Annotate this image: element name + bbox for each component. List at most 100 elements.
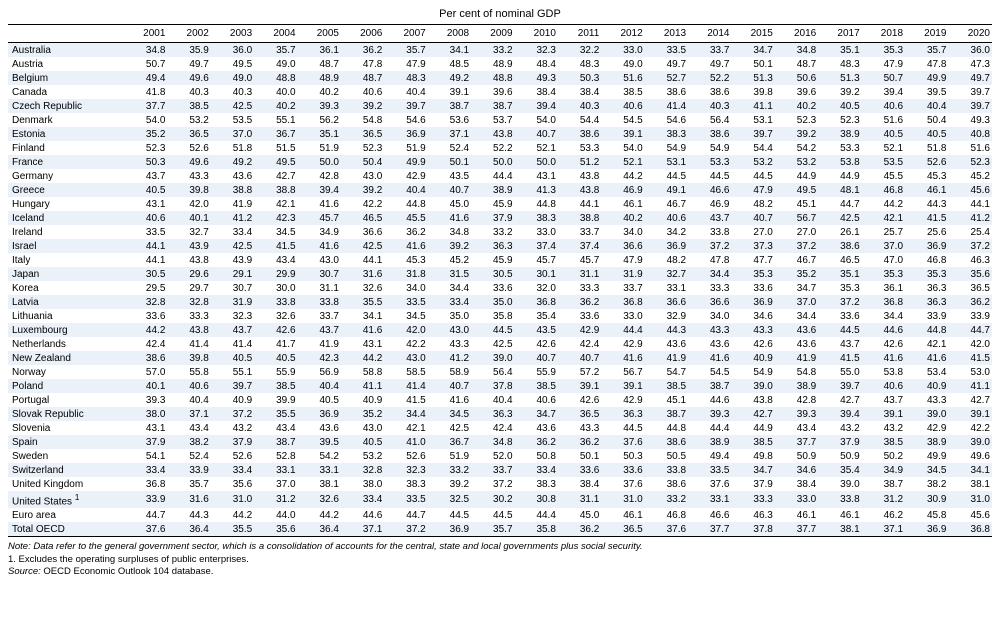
value-cell: 39.1 [862,407,905,421]
value-cell: 37.0 [862,239,905,253]
value-cell: 54.0 [515,113,558,127]
value-cell: 43.0 [341,169,384,183]
value-cell: 50.9 [818,449,861,463]
country-cell: Sweden [8,449,124,463]
country-cell: Iceland [8,211,124,225]
value-cell: 36.9 [384,127,427,141]
value-cell: 32.6 [298,491,341,508]
value-cell: 38.3 [515,477,558,491]
value-cell: 40.4 [167,393,210,407]
value-cell: 40.5 [211,351,254,365]
value-cell: 44.3 [167,508,210,522]
value-cell: 38.4 [775,477,818,491]
value-cell: 30.1 [515,267,558,281]
value-cell: 56.2 [298,113,341,127]
value-cell: 53.2 [731,155,774,169]
value-cell: 36.1 [862,281,905,295]
value-cell: 33.2 [471,43,514,58]
value-cell: 42.3 [298,351,341,365]
table-row: Denmark54.053.253.555.156.254.854.653.65… [8,113,992,127]
value-cell: 39.4 [818,407,861,421]
value-cell: 30.8 [515,491,558,508]
value-cell: 34.6 [775,463,818,477]
value-cell: 38.5 [515,379,558,393]
value-cell: 50.7 [862,71,905,85]
value-cell: 44.5 [601,421,644,435]
header-year: 2008 [428,25,471,43]
value-cell: 35.3 [731,267,774,281]
value-cell: 46.6 [688,183,731,197]
value-cell: 37.7 [688,522,731,537]
value-cell: 34.4 [428,281,471,295]
value-cell: 52.2 [471,141,514,155]
value-cell: 51.5 [254,141,297,155]
value-cell: 52.1 [601,155,644,169]
value-cell: 54.9 [688,141,731,155]
value-cell: 33.0 [775,491,818,508]
value-cell: 42.8 [298,169,341,183]
value-cell: 46.5 [341,211,384,225]
value-cell: 36.8 [601,295,644,309]
value-cell: 33.8 [688,225,731,239]
value-cell: 42.5 [818,211,861,225]
value-cell: 40.7 [515,127,558,141]
value-cell: 38.6 [645,435,688,449]
value-cell: 44.8 [645,421,688,435]
value-cell: 50.0 [298,155,341,169]
value-cell: 36.0 [948,43,992,58]
value-cell: 35.7 [905,43,948,58]
value-cell: 34.0 [688,309,731,323]
value-cell: 40.6 [515,393,558,407]
table-row: Italy44.143.843.943.443.044.145.345.245.… [8,253,992,267]
value-cell: 41.5 [384,393,427,407]
value-cell: 44.1 [124,239,167,253]
value-cell: 31.9 [601,267,644,281]
value-cell: 43.6 [645,337,688,351]
value-cell: 43.6 [298,421,341,435]
value-cell: 36.6 [341,225,384,239]
value-cell: 43.9 [167,239,210,253]
value-cell: 44.7 [384,508,427,522]
value-cell: 36.2 [515,435,558,449]
value-cell: 41.6 [298,239,341,253]
country-cell: Latvia [8,295,124,309]
value-cell: 44.1 [341,253,384,267]
value-cell: 33.6 [731,281,774,295]
value-cell: 52.3 [341,141,384,155]
value-cell: 51.2 [558,155,601,169]
value-cell: 42.6 [731,337,774,351]
value-cell: 34.2 [645,225,688,239]
value-cell: 38.0 [124,407,167,421]
value-cell: 40.9 [731,351,774,365]
value-cell: 33.3 [688,281,731,295]
value-cell: 54.0 [601,141,644,155]
value-cell: 31.1 [558,491,601,508]
value-cell: 39.5 [298,435,341,449]
value-cell: 39.7 [211,379,254,393]
value-cell: 42.2 [341,197,384,211]
value-cell: 37.3 [731,239,774,253]
value-cell: 50.8 [515,449,558,463]
value-cell: 35.2 [341,407,384,421]
value-cell: 33.2 [471,225,514,239]
table-row: Hungary43.142.041.942.141.642.244.845.04… [8,197,992,211]
value-cell: 39.4 [298,183,341,197]
country-cell: United Kingdom [8,477,124,491]
value-cell: 52.6 [905,155,948,169]
value-cell: 46.1 [818,508,861,522]
value-cell: 32.9 [645,309,688,323]
table-row: Austria50.749.749.549.048.747.847.948.54… [8,57,992,71]
value-cell: 46.9 [688,197,731,211]
value-cell: 44.9 [731,421,774,435]
country-cell: Spain [8,435,124,449]
value-cell: 44.9 [818,169,861,183]
table-row: France50.349.649.249.550.050.449.950.150… [8,155,992,169]
value-cell: 44.8 [384,197,427,211]
value-cell: 30.2 [471,491,514,508]
value-cell: 49.0 [254,57,297,71]
value-cell: 56.7 [601,365,644,379]
value-cell: 42.5 [341,239,384,253]
value-cell: 35.7 [384,43,427,58]
value-cell: 39.4 [515,99,558,113]
source-line: Source: OECD Economic Outlook 104 databa… [8,566,992,578]
